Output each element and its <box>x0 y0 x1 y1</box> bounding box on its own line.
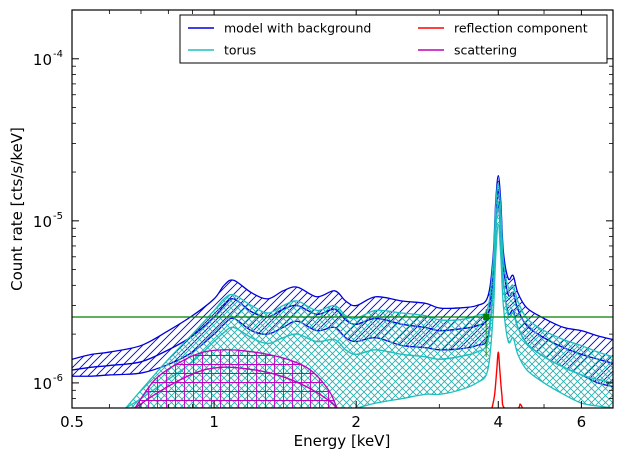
y-tick-exponent: -4 <box>53 49 63 60</box>
band-lower-torus <box>125 223 613 408</box>
band-upper-scattering <box>134 349 338 408</box>
x-tick-label: 1 <box>209 413 219 431</box>
legend-item: torus <box>188 43 256 58</box>
legend-item: scattering <box>418 43 517 58</box>
legend-label: reflection component <box>454 21 588 36</box>
line-reflection-component <box>491 351 524 408</box>
x-tick-label: 6 <box>577 413 587 431</box>
legend-box <box>179 14 608 64</box>
y-tick-exponent: -6 <box>53 373 63 384</box>
band-scattering <box>135 349 337 408</box>
x-axis-label: Energy [keV] <box>294 432 391 450</box>
line-scattering <box>134 366 338 408</box>
reference-layer <box>72 309 613 358</box>
y-tick-label: 10 <box>33 51 52 69</box>
x-tick-label: 4 <box>494 413 504 431</box>
band-upper-model-with-background <box>72 175 613 360</box>
legend-item: reflection component <box>418 21 588 36</box>
y-axis-label: Count rate [cts/s/keV] <box>8 127 26 291</box>
legend-item: model with background <box>188 21 371 36</box>
legend: model with background reflection componen… <box>179 14 608 64</box>
series-scattering <box>134 349 338 408</box>
legend-label: model with background <box>224 21 371 36</box>
y-tick-label: 10 <box>33 375 52 393</box>
plot-frame <box>71 9 614 409</box>
legend-label: scattering <box>454 43 517 58</box>
legend-label: torus <box>224 43 256 58</box>
y-tick-label: 10 <box>33 213 52 231</box>
axis-ticks: 0.5 1 2 4 610-610-510-4 <box>33 10 614 431</box>
series-reflection-component <box>491 351 524 408</box>
x-tick-label: 2 <box>351 413 361 431</box>
x-tick-label: 0.5 <box>60 413 84 431</box>
line-torus <box>125 201 613 408</box>
y-tick-exponent: -5 <box>53 211 63 222</box>
series-layer <box>72 175 613 408</box>
band-upper-torus <box>125 182 613 408</box>
